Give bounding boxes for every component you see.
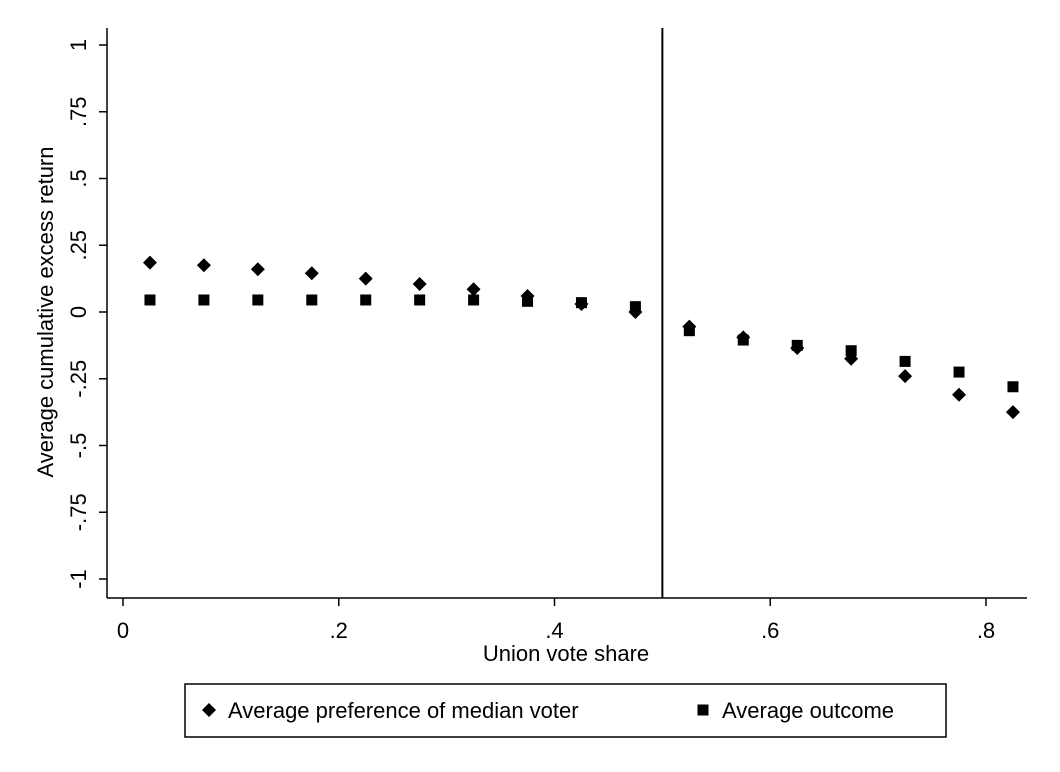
square-point <box>575 297 587 309</box>
y-tick-label: -.5 <box>66 433 91 459</box>
x-tick-label: .4 <box>545 618 563 643</box>
y-tick-label: 0 <box>66 306 91 318</box>
data-points <box>142 255 1020 420</box>
square-point <box>144 294 156 306</box>
y-tick-label: .25 <box>66 230 91 261</box>
x-tick-label: .6 <box>761 618 779 643</box>
y-axis-label: Average cumulative excess return <box>33 147 58 478</box>
legend-square-icon <box>697 704 709 716</box>
square-point <box>414 294 426 306</box>
diamond-point <box>304 266 319 281</box>
diamond-point <box>466 282 481 297</box>
square-point <box>845 345 857 357</box>
x-axis-label: Union vote share <box>483 641 649 666</box>
y-tick-label: -.25 <box>66 360 91 398</box>
x-tick-label: .8 <box>977 618 995 643</box>
diamond-point <box>1005 405 1020 420</box>
square-point <box>899 355 911 367</box>
square-point <box>360 294 372 306</box>
legend-diamond-icon <box>202 703 216 717</box>
diamond-point <box>952 387 967 402</box>
diamond-point <box>412 276 427 291</box>
y-tick-label: -1 <box>66 569 91 589</box>
square-point <box>683 325 695 337</box>
square-point <box>306 294 318 306</box>
square-point <box>1007 381 1019 393</box>
y-tick-label: .75 <box>66 96 91 127</box>
diamond-point <box>142 255 157 270</box>
square-point <box>198 294 210 306</box>
square-point <box>737 334 749 346</box>
square-point <box>522 295 534 307</box>
y-tick-label: -.75 <box>66 493 91 531</box>
x-tick-label: 0 <box>117 618 129 643</box>
diamond-point <box>898 369 913 384</box>
legend-items: Average preference of median voter Averag… <box>202 698 894 723</box>
square-point <box>953 366 965 378</box>
axes: 1 .75 .5 .25 0 -.25 -.5 -.75 -1 0 .2 .4 .6 .8 <box>66 28 1027 643</box>
legend-box <box>184 683 947 738</box>
diamond-point <box>196 258 211 273</box>
diamond-point <box>358 271 373 286</box>
square-point <box>629 301 641 313</box>
x-tick-label: .2 <box>330 618 348 643</box>
legend-label: Average outcome <box>722 698 894 723</box>
legend: Average preference of median voter Averag… <box>184 683 947 738</box>
legend-label: Average preference of median voter <box>228 698 579 723</box>
square-point <box>791 339 803 351</box>
diamond-point <box>250 262 265 277</box>
square-point <box>252 294 264 306</box>
square-point <box>468 294 480 306</box>
y-tick-label: 1 <box>66 39 91 51</box>
y-tick-label: .5 <box>66 169 91 187</box>
